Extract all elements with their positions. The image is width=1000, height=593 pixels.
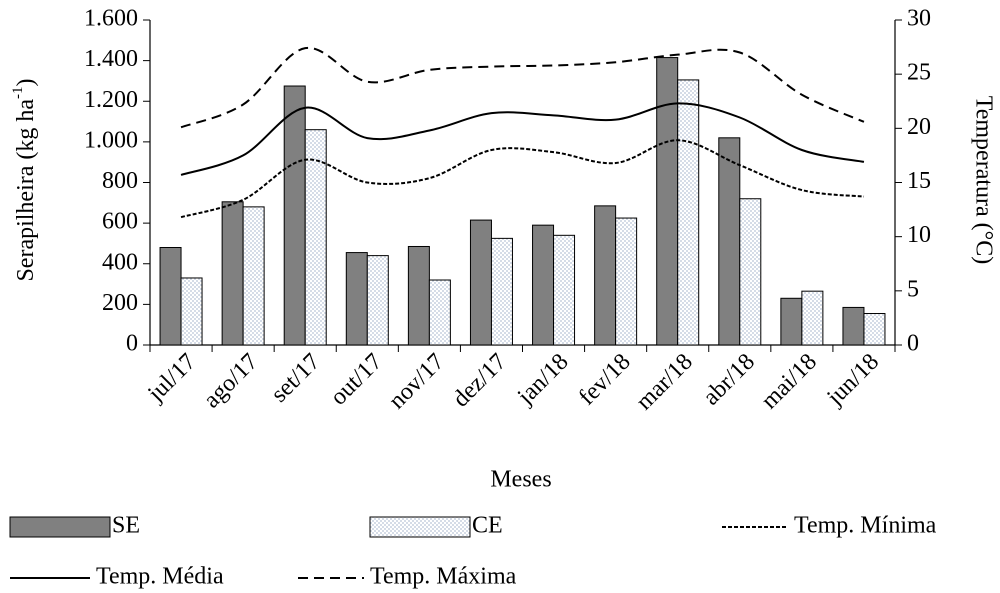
- y-tick-label: 600: [102, 209, 138, 235]
- y2-tick-label: 30: [907, 6, 931, 32]
- bar: [490, 237, 513, 346]
- y-tick-label: 1.400: [84, 46, 138, 72]
- bar: [221, 201, 244, 346]
- bar: [366, 255, 389, 346]
- x-axis-label: Meses: [490, 467, 551, 493]
- y2-tick-label: 5: [907, 276, 919, 302]
- bar: [615, 217, 638, 346]
- line: [180, 47, 865, 129]
- y-tick-label: 800: [102, 168, 138, 194]
- x-tick-label: abr/18: [698, 349, 760, 411]
- bar: [407, 245, 430, 346]
- bar: [345, 252, 368, 346]
- line: [180, 139, 865, 219]
- y2-tick-label: 25: [907, 60, 931, 86]
- legend-swatch: [9, 516, 111, 538]
- y-tick-label: 200: [102, 290, 138, 316]
- x-tick-label: set/17: [266, 349, 325, 408]
- y-tick-label: 1.600: [84, 6, 138, 32]
- x-tick-label: jun/18: [822, 349, 884, 411]
- line: [180, 102, 865, 176]
- x-tick-label: mai/18: [756, 349, 822, 415]
- bar: [428, 279, 451, 346]
- bar: [863, 313, 886, 346]
- legend-label: Temp. Mínima: [794, 513, 937, 539]
- legend-swatch: [369, 516, 471, 538]
- y2-tick-label: 15: [907, 168, 931, 194]
- x-tick-label: dez/17: [448, 349, 512, 413]
- bar: [469, 219, 492, 346]
- bar: [780, 297, 803, 346]
- bar: [283, 85, 306, 346]
- legend-label: CE: [472, 513, 503, 539]
- bar: [553, 234, 576, 346]
- bar: [656, 57, 679, 346]
- y2-axis-label: Temperatura (°C): [970, 96, 996, 265]
- y2-tick-label: 20: [907, 114, 931, 140]
- y-tick-label: 0: [126, 331, 138, 357]
- x-tick-label: fev/18: [574, 349, 636, 411]
- y2-tick-label: 10: [907, 222, 931, 248]
- x-tick-label: mar/18: [631, 349, 697, 415]
- bar: [304, 129, 327, 346]
- y-label-suffix: ): [13, 78, 39, 86]
- bar: [842, 306, 865, 346]
- y-axis-label: Serapilheira (kg ha-1): [10, 78, 38, 281]
- x-tick-label: out/17: [326, 349, 388, 411]
- bar: [594, 205, 617, 346]
- bar: [718, 137, 741, 346]
- bar: [677, 79, 700, 346]
- legend-label: Temp. Máxima: [370, 564, 517, 590]
- bar: [739, 198, 762, 346]
- y-tick-label: 1.000: [84, 127, 138, 153]
- bar: [242, 206, 265, 346]
- x-tick-label: jan/18: [512, 349, 574, 411]
- bar: [532, 224, 555, 346]
- bar: [801, 290, 824, 346]
- x-tick-label: jul/17: [142, 349, 201, 408]
- x-tick-label: ago/17: [199, 349, 264, 414]
- bar: [180, 277, 203, 346]
- y-label-text: Serapilheira (kg ha: [13, 99, 39, 282]
- legend-label: SE: [112, 513, 140, 539]
- x-tick-label: nov/17: [384, 349, 450, 415]
- legend-label: Temp. Média: [96, 564, 224, 590]
- y-tick-label: 400: [102, 249, 138, 275]
- y-tick-label: 1.200: [84, 87, 138, 113]
- y2-tick-label: 0: [907, 331, 919, 357]
- y-label-sup: -1: [10, 86, 26, 99]
- bar: [159, 247, 182, 346]
